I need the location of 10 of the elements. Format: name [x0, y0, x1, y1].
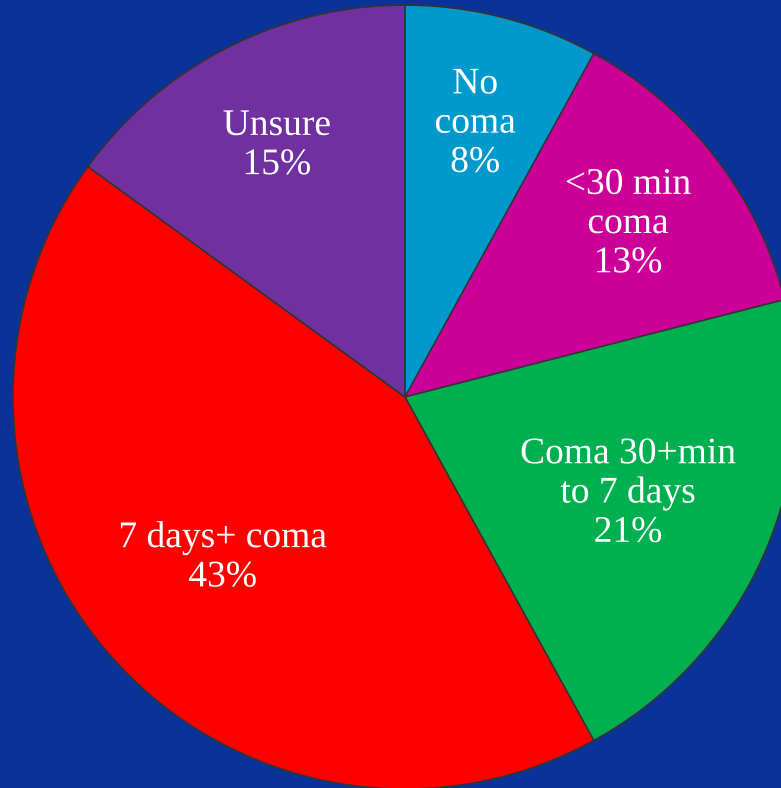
slice-label: Unsure: [223, 110, 330, 136]
data-label: 15%: [246, 149, 310, 175]
data-label: 43%: [189, 561, 256, 587]
data-label: 8%: [452, 146, 499, 172]
data-label: 21%: [595, 516, 662, 542]
slice-label: <30 min coma: [566, 168, 691, 234]
slice-label: 7 days+ coma: [120, 521, 326, 556]
slice-label: No coma: [436, 68, 516, 134]
slice-label: Coma 30+min to 7 days: [522, 438, 736, 511]
data-label: 13%: [596, 247, 662, 273]
